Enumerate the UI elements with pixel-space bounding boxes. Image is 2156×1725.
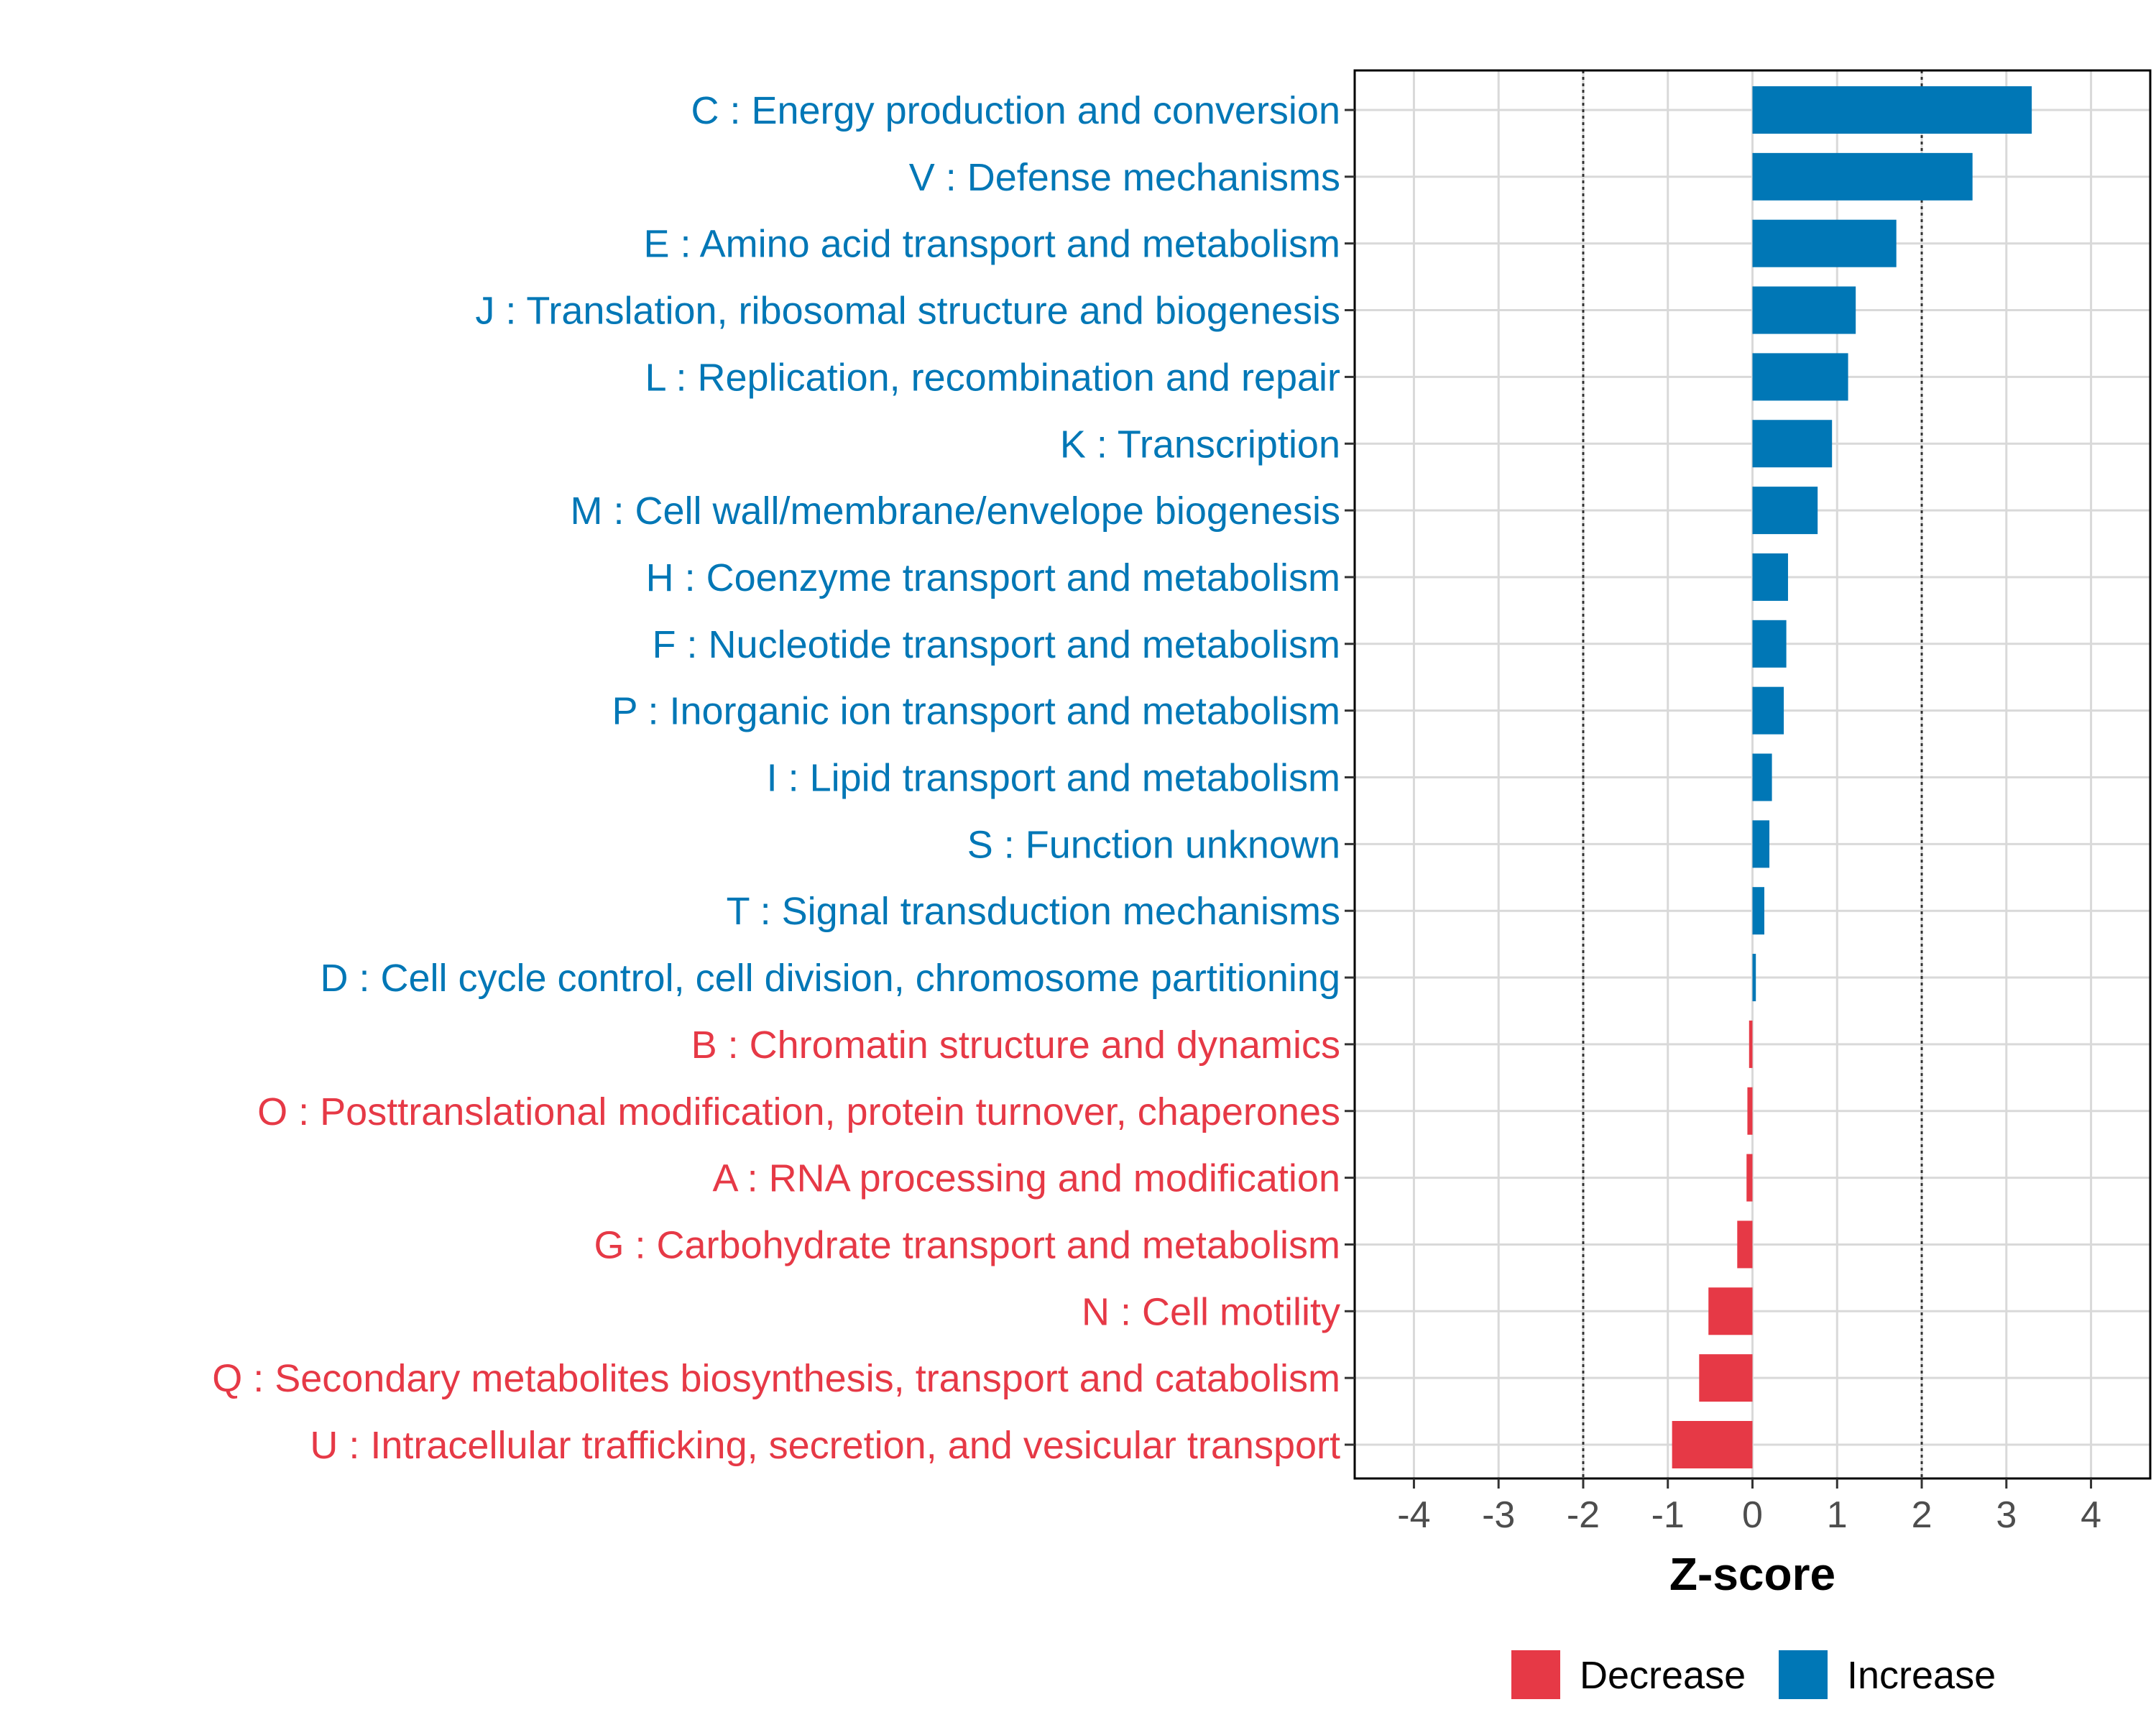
x-tick-label: -3 — [1482, 1494, 1515, 1536]
x-tick-label: -1 — [1651, 1494, 1685, 1536]
y-tick-label: M : Cell wall/membrane/envelope biogenes… — [570, 489, 1340, 533]
y-tick-label: L : Replication, recombination and repai… — [645, 356, 1340, 399]
reference-lines — [1582, 70, 1923, 1478]
x-axis-title: Z-score — [1669, 1548, 1835, 1600]
bar — [1752, 887, 1764, 935]
y-tick-label: E : Amino acid transport and metabolism — [644, 223, 1340, 266]
y-tick-label: B : Chromatin structure and dynamics — [691, 1024, 1340, 1067]
y-tick-label: C : Energy production and conversion — [691, 89, 1340, 132]
legend: Decrease Increase — [1511, 1650, 1996, 1699]
y-axis-ticks: C : Energy production and conversion V : … — [212, 89, 1355, 1467]
bar — [1752, 286, 1856, 334]
bar — [1752, 86, 2032, 134]
bar — [1672, 1421, 1753, 1468]
y-tick-label: F : Nucleotide transport and metabolism — [653, 623, 1340, 666]
bar — [1699, 1354, 1753, 1402]
bar — [1737, 1220, 1753, 1269]
bars — [1672, 86, 2032, 1468]
x-tick-label: -2 — [1567, 1494, 1600, 1536]
bar — [1752, 420, 1833, 468]
y-tick-label: P : Inorganic ion transport and metaboli… — [612, 690, 1340, 733]
y-tick-label: V : Defense mechanisms — [909, 156, 1340, 199]
bar — [1708, 1287, 1753, 1335]
legend-swatch — [1511, 1650, 1560, 1699]
bar — [1752, 487, 1818, 535]
y-tick-label: H : Coenzyme transport and metabolism — [646, 556, 1340, 599]
bar — [1752, 620, 1787, 668]
x-tick-label: 0 — [1742, 1494, 1763, 1536]
bar — [1752, 219, 1897, 267]
y-tick-label: I : Lipid transport and metabolism — [767, 757, 1340, 800]
x-tick-label: 3 — [1996, 1494, 2017, 1536]
bar — [1747, 1087, 1753, 1135]
bar — [1752, 954, 1756, 1002]
x-tick-label: 4 — [2081, 1494, 2101, 1536]
bar — [1752, 686, 1784, 735]
bar — [1752, 820, 1770, 868]
legend-swatch — [1779, 1650, 1828, 1699]
y-tick-label: K : Transcription — [1060, 423, 1340, 466]
bar — [1752, 753, 1772, 801]
y-tick-label: U : Intracellular trafficking, secretion… — [310, 1424, 1340, 1467]
y-tick-label: N : Cell motility — [1082, 1290, 1340, 1333]
bar — [1752, 152, 1973, 201]
bar — [1749, 1020, 1753, 1068]
y-tick-label: A : RNA processing and modification — [713, 1157, 1340, 1200]
y-tick-label: G : Carbohydrate transport and metabolis… — [594, 1223, 1341, 1266]
bar — [1746, 1154, 1753, 1202]
x-axis-ticks: -4 -3 -2 -1 0 1 2 3 4 — [1397, 1478, 2101, 1536]
y-tick-label: J : Translation, ribosomal structure and… — [475, 290, 1340, 333]
y-tick-label: Q : Secondary metabolites biosynthesis, … — [212, 1357, 1340, 1400]
y-tick-label: D : Cell cycle control, cell division, c… — [320, 957, 1340, 1000]
x-tick-label: 1 — [1827, 1494, 1848, 1536]
y-tick-label: S : Function unknown — [967, 823, 1340, 866]
bar — [1752, 353, 1848, 401]
x-tick-label: -4 — [1397, 1494, 1430, 1536]
legend-label: Increase — [1847, 1654, 1996, 1697]
y-tick-label: T : Signal transduction mechanisms — [727, 890, 1340, 933]
legend-label: Decrease — [1580, 1654, 1746, 1697]
y-tick-label: O : Posttranslational modification, prot… — [257, 1090, 1340, 1133]
bar — [1752, 553, 1788, 601]
x-tick-label: 2 — [1912, 1494, 1932, 1536]
